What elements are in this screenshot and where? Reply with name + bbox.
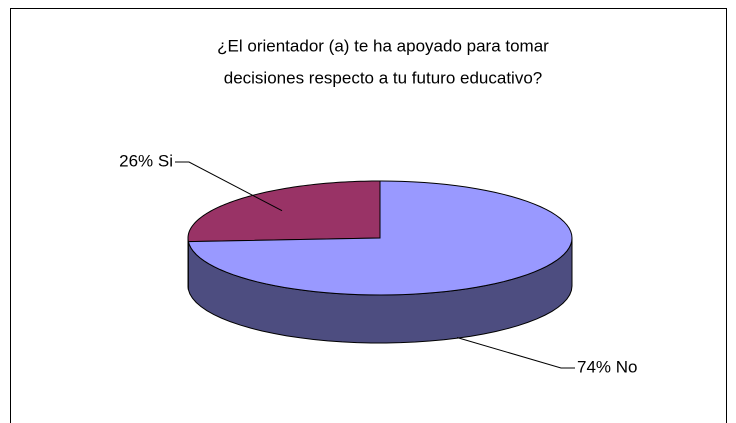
- chart-title: decisiones respecto a tu futuro educativ…: [224, 68, 542, 87]
- data-label: 26% Si: [119, 151, 173, 170]
- leader-line: [456, 336, 575, 369]
- pie-slice: [187, 180, 573, 296]
- data-label: 74% No: [577, 357, 637, 376]
- chart-title: ¿El orientador (a) te ha apoyado para to…: [217, 36, 549, 55]
- leader-line: [175, 161, 283, 212]
- pie-slice: [187, 180, 381, 243]
